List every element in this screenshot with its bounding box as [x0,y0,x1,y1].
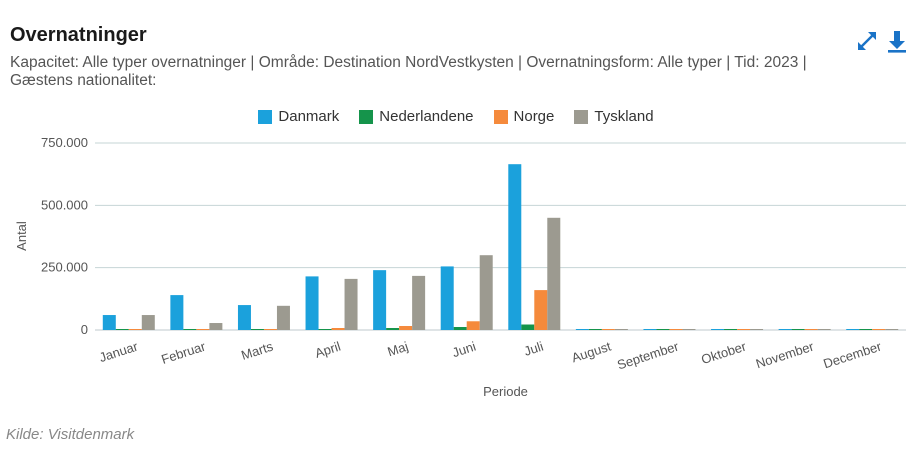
bar[interactable] [724,329,738,330]
y-axis-title: Antal [14,221,29,251]
legend-label: Norge [513,108,555,125]
bar[interactable] [209,323,223,330]
x-tick-label: Januar [97,338,140,365]
bar[interactable] [128,329,142,330]
bar[interactable] [656,329,670,330]
y-tick-label: 250.000 [41,260,88,275]
legend-label: Tyskland [594,108,654,125]
bar[interactable] [318,329,332,330]
legend-item-tyskland[interactable]: Tyskland [574,108,654,125]
bar[interactable] [263,329,277,330]
legend-swatch [574,109,589,124]
y-tick-label: 500.000 [41,197,88,212]
bar[interactable] [737,329,751,330]
download-button[interactable] [884,28,910,54]
y-tick-label: 750.000 [41,135,88,150]
x-axis-title: Periode [483,384,528,399]
x-tick-label: September [615,338,681,372]
bar[interactable] [872,329,886,330]
bar[interactable] [521,324,535,330]
chart-legend: Danmark Nederlandene Norge Tyskland [0,108,912,125]
bar[interactable] [778,329,792,330]
x-tick-label: Februar [159,338,208,367]
bar[interactable] [250,329,264,330]
bar[interactable] [750,329,764,330]
bar[interactable] [170,295,184,330]
bar[interactable] [453,327,467,330]
x-tick-label: Juni [450,339,477,361]
bar[interactable] [479,255,493,330]
bar[interactable] [466,321,480,330]
chart-subtitle: Kapacitet: Alle typer overnatninger | Om… [10,54,807,89]
bar[interactable] [614,329,628,330]
bar[interactable] [885,329,899,330]
bar[interactable] [588,329,602,330]
bar[interactable] [547,217,561,330]
bar[interactable] [846,329,860,330]
legend-swatch [359,109,374,124]
bar[interactable] [237,305,251,330]
bar[interactable] [682,329,696,330]
legend-item-nederlandene[interactable]: Nederlandene [359,108,474,125]
legend-item-norge[interactable]: Norge [493,108,555,125]
bar[interactable] [534,290,548,330]
bar[interactable] [331,328,345,330]
bar[interactable] [669,329,683,330]
x-tick-label: November [754,338,816,371]
legend-label: Danmark [278,108,340,125]
bar[interactable] [373,270,387,330]
bar[interactable] [412,275,426,330]
bar[interactable] [386,328,400,330]
fullscreen-button[interactable] [854,28,880,54]
bar[interactable] [643,329,657,330]
legend-label: Nederlandene [379,108,474,125]
legend-item-danmark[interactable]: Danmark [258,108,339,125]
x-tick-label: August [570,338,613,365]
x-tick-label: Juli [522,339,545,359]
bar[interactable] [791,329,805,330]
bar[interactable] [804,329,818,330]
x-tick-label: Marts [239,338,275,362]
bar[interactable] [305,276,319,330]
bar[interactable] [711,329,725,330]
y-tick-label: 0 [81,322,88,337]
bar[interactable] [601,329,615,330]
source-credit: Kilde: Visitdenmark [6,426,135,443]
legend-swatch [493,109,508,124]
x-tick-label: Maj [385,339,410,360]
x-tick-label: April [313,339,342,361]
bar[interactable] [115,329,129,330]
expand-icon [858,32,876,50]
bar[interactable] [183,329,197,330]
bar[interactable] [440,266,454,330]
download-icon [888,31,906,53]
bar[interactable] [344,278,358,330]
bar[interactable] [141,315,155,330]
bar[interactable] [399,326,413,330]
x-tick-label: Oktober [699,338,748,367]
bar[interactable] [102,315,116,330]
bar[interactable] [575,329,589,330]
bar[interactable] [196,329,210,330]
bar[interactable] [276,305,290,330]
bar[interactable] [859,329,873,330]
legend-swatch [258,109,273,124]
x-tick-label: December [821,338,883,371]
bar[interactable] [508,164,522,330]
page-title: Overnatninger [10,24,147,46]
bar[interactable] [817,329,831,330]
